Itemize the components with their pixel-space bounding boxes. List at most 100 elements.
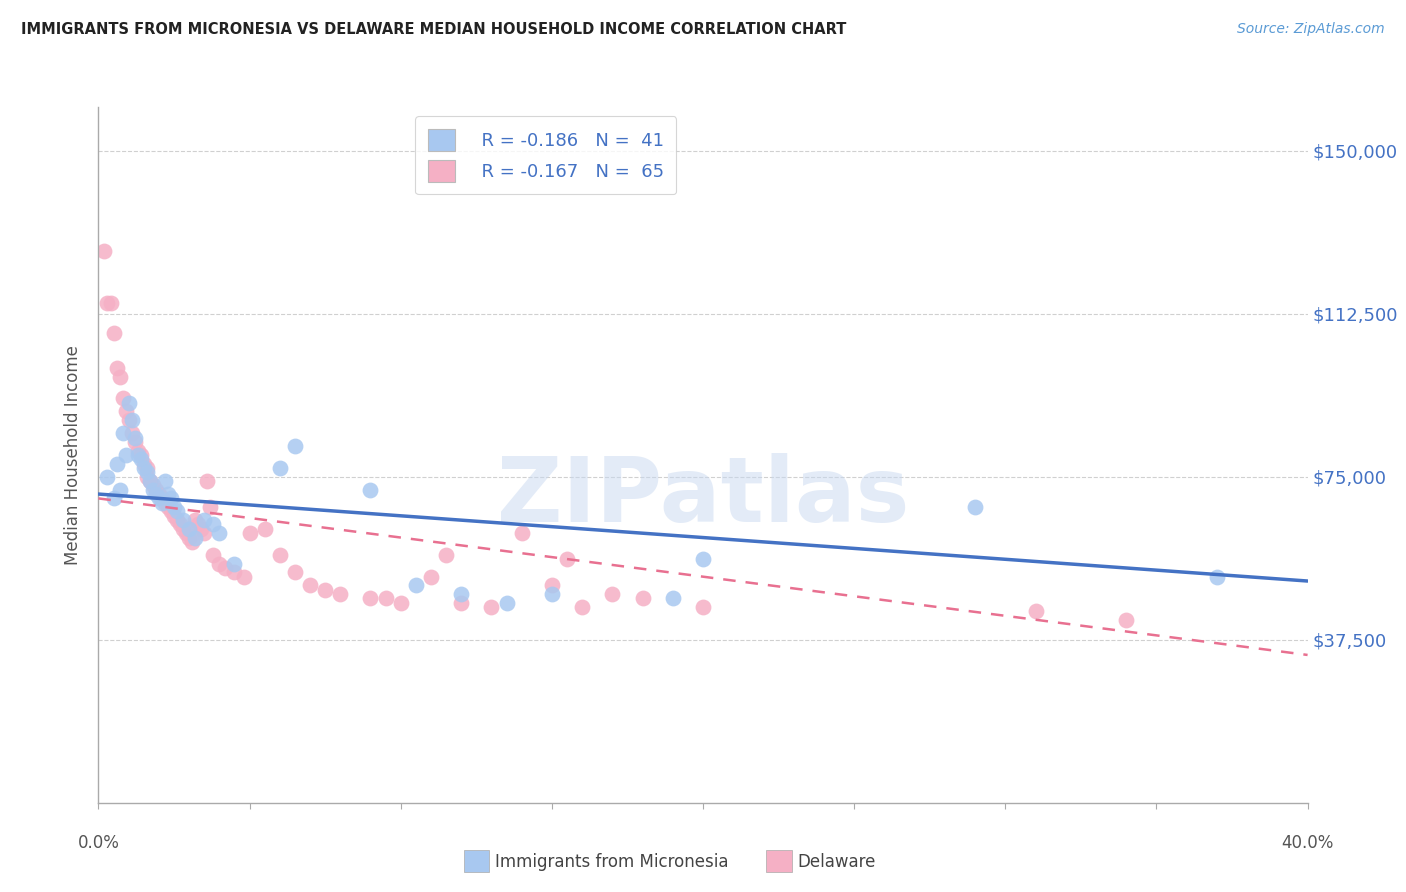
Point xyxy=(145,487,167,501)
Point xyxy=(602,587,624,601)
Point xyxy=(1206,570,1229,584)
Point xyxy=(160,504,183,518)
Text: Delaware: Delaware xyxy=(797,853,876,871)
Point xyxy=(121,426,143,441)
Point xyxy=(1115,613,1137,627)
Point xyxy=(1024,605,1046,619)
Point xyxy=(374,591,396,606)
Point xyxy=(434,548,457,562)
Point xyxy=(420,570,443,584)
Point xyxy=(135,469,157,483)
Point xyxy=(139,474,162,488)
Point xyxy=(114,448,136,462)
Point xyxy=(172,522,194,536)
Point xyxy=(195,474,218,488)
Point xyxy=(314,582,336,597)
Point xyxy=(540,578,562,592)
Point xyxy=(965,500,987,514)
Point xyxy=(224,566,246,580)
Point xyxy=(239,526,262,541)
Point xyxy=(200,500,222,514)
Point xyxy=(160,491,183,506)
Point xyxy=(405,578,427,592)
Point xyxy=(692,552,714,566)
Point xyxy=(193,513,215,527)
Point xyxy=(103,326,125,341)
Point xyxy=(495,596,517,610)
Point xyxy=(184,513,207,527)
Point xyxy=(190,522,212,536)
Point xyxy=(450,587,472,601)
Point xyxy=(108,369,131,384)
Point xyxy=(135,461,157,475)
Point xyxy=(148,491,170,506)
Text: 40.0%: 40.0% xyxy=(1281,834,1334,852)
Point xyxy=(253,522,276,536)
Point xyxy=(232,570,254,584)
Point xyxy=(145,483,167,497)
Point xyxy=(139,474,162,488)
Point xyxy=(111,426,134,441)
Point xyxy=(571,600,593,615)
Point xyxy=(224,557,246,571)
Point xyxy=(156,500,179,514)
Text: IMMIGRANTS FROM MICRONESIA VS DELAWARE MEDIAN HOUSEHOLD INCOME CORRELATION CHART: IMMIGRANTS FROM MICRONESIA VS DELAWARE M… xyxy=(21,22,846,37)
Point xyxy=(142,478,165,492)
Point xyxy=(166,513,188,527)
Point xyxy=(135,466,157,480)
Point xyxy=(202,548,225,562)
Point xyxy=(129,448,152,462)
Point xyxy=(214,561,236,575)
Point xyxy=(132,457,155,471)
Point xyxy=(118,396,141,410)
Point xyxy=(156,487,179,501)
Point xyxy=(269,548,291,562)
Text: 0.0%: 0.0% xyxy=(77,834,120,852)
Point xyxy=(124,431,146,445)
Point xyxy=(142,483,165,497)
Point xyxy=(153,496,176,510)
Point xyxy=(129,452,152,467)
Point xyxy=(96,295,118,310)
Y-axis label: Median Household Income: Median Household Income xyxy=(65,345,83,565)
Point xyxy=(193,526,215,541)
Text: Immigrants from Micronesia: Immigrants from Micronesia xyxy=(495,853,728,871)
Point xyxy=(329,587,352,601)
Point xyxy=(510,526,533,541)
Point xyxy=(163,508,186,523)
Point xyxy=(111,392,134,406)
Point xyxy=(360,483,382,497)
Point xyxy=(108,483,131,497)
Point xyxy=(105,361,128,376)
Point xyxy=(93,244,115,258)
Point xyxy=(105,457,128,471)
Point xyxy=(540,587,562,601)
Point xyxy=(121,413,143,427)
Point xyxy=(153,474,176,488)
Point xyxy=(169,517,191,532)
Legend:   R = -0.186   N =  41,   R = -0.167   N =  65: R = -0.186 N = 41, R = -0.167 N = 65 xyxy=(415,116,676,194)
Point xyxy=(269,461,291,475)
Point xyxy=(127,443,149,458)
Point xyxy=(208,526,231,541)
Point xyxy=(166,504,188,518)
Point xyxy=(118,413,141,427)
Point xyxy=(555,552,578,566)
Point xyxy=(299,578,322,592)
Point xyxy=(127,448,149,462)
Point xyxy=(184,531,207,545)
Point xyxy=(692,600,714,615)
Point xyxy=(150,496,173,510)
Point xyxy=(174,526,197,541)
Point xyxy=(202,517,225,532)
Point xyxy=(187,517,209,532)
Point xyxy=(450,596,472,610)
Text: ZIPatlas: ZIPatlas xyxy=(496,452,910,541)
Point xyxy=(631,591,654,606)
Point xyxy=(172,513,194,527)
Point xyxy=(163,500,186,514)
Point xyxy=(360,591,382,606)
Point xyxy=(181,535,204,549)
Point xyxy=(114,404,136,418)
Point xyxy=(179,522,201,536)
